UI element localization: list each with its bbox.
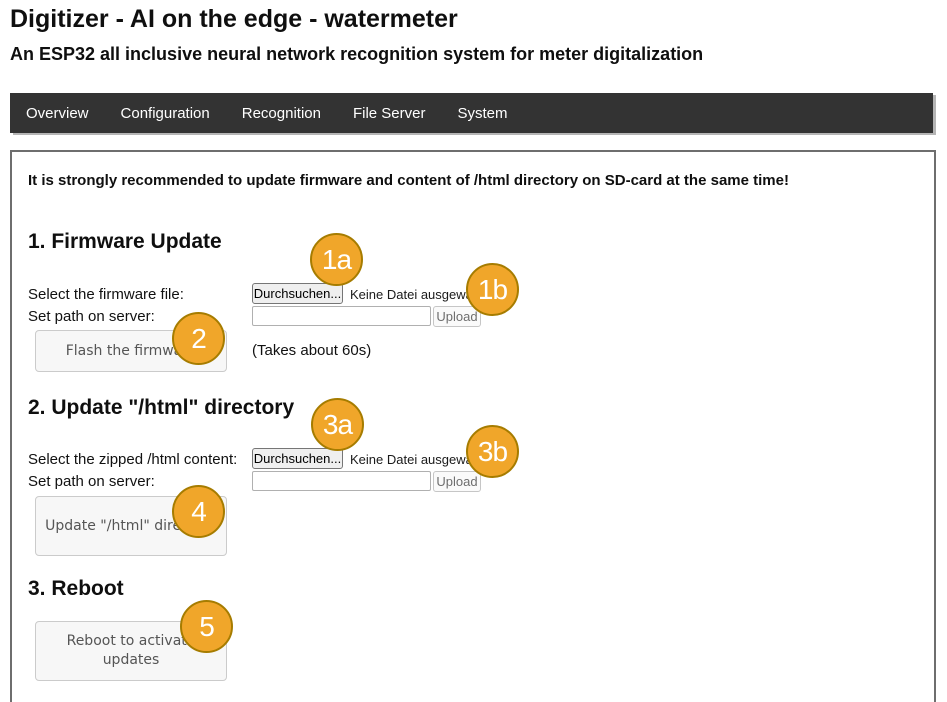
html-browse-button[interactable]: Durchsuchen... bbox=[252, 448, 343, 469]
firmware-file-status: Keine Datei ausgewählt. bbox=[350, 287, 491, 302]
nav-item-configuration[interactable]: Configuration bbox=[120, 104, 210, 122]
annotation-badge-4: 4 bbox=[172, 485, 225, 538]
html-file-label: Select the zipped /html content: bbox=[28, 451, 238, 468]
page-title: Digitizer - AI on the edge - watermeter bbox=[10, 5, 458, 33]
annotation-badge-1a: 1a bbox=[310, 233, 363, 286]
section-heading-html: 2. Update "/html" directory bbox=[28, 396, 295, 419]
firmware-browse-button[interactable]: Durchsuchen... bbox=[252, 283, 343, 304]
nav-item-overview[interactable]: Overview bbox=[26, 104, 89, 122]
annotation-badge-1b: 1b bbox=[466, 263, 519, 316]
nav-item-system[interactable]: System bbox=[457, 104, 508, 122]
nav-item-file-server[interactable]: File Server bbox=[352, 104, 426, 122]
flash-duration-note: (Takes about 60s) bbox=[252, 342, 372, 359]
firmware-path-label: Set path on server: bbox=[28, 308, 155, 325]
page-subtitle: An ESP32 all inclusive neural network re… bbox=[10, 44, 704, 64]
nav-item-recognition[interactable]: Recognition bbox=[241, 104, 321, 122]
html-path-input[interactable] bbox=[252, 471, 431, 491]
annotation-badge-5: 5 bbox=[180, 600, 233, 653]
firmware-file-label: Select the firmware file: bbox=[28, 286, 184, 303]
firmware-path-input[interactable] bbox=[252, 306, 431, 326]
main-nav: Overview Configuration Recognition File … bbox=[10, 93, 933, 133]
section-heading-reboot: 3. Reboot bbox=[28, 577, 124, 600]
html-upload-button[interactable]: Upload bbox=[433, 471, 481, 492]
notice-text: It is strongly recommended to update fir… bbox=[28, 172, 789, 189]
html-path-label: Set path on server: bbox=[28, 473, 155, 490]
content-panel bbox=[10, 150, 936, 702]
firmware-upload-button[interactable]: Upload bbox=[433, 306, 481, 327]
html-file-status: Keine Datei ausgewählt. bbox=[350, 452, 491, 467]
section-heading-firmware: 1. Firmware Update bbox=[28, 230, 222, 253]
annotation-badge-2: 2 bbox=[172, 312, 225, 365]
annotation-badge-3b: 3b bbox=[466, 425, 519, 478]
annotation-badge-3a: 3a bbox=[311, 398, 364, 451]
